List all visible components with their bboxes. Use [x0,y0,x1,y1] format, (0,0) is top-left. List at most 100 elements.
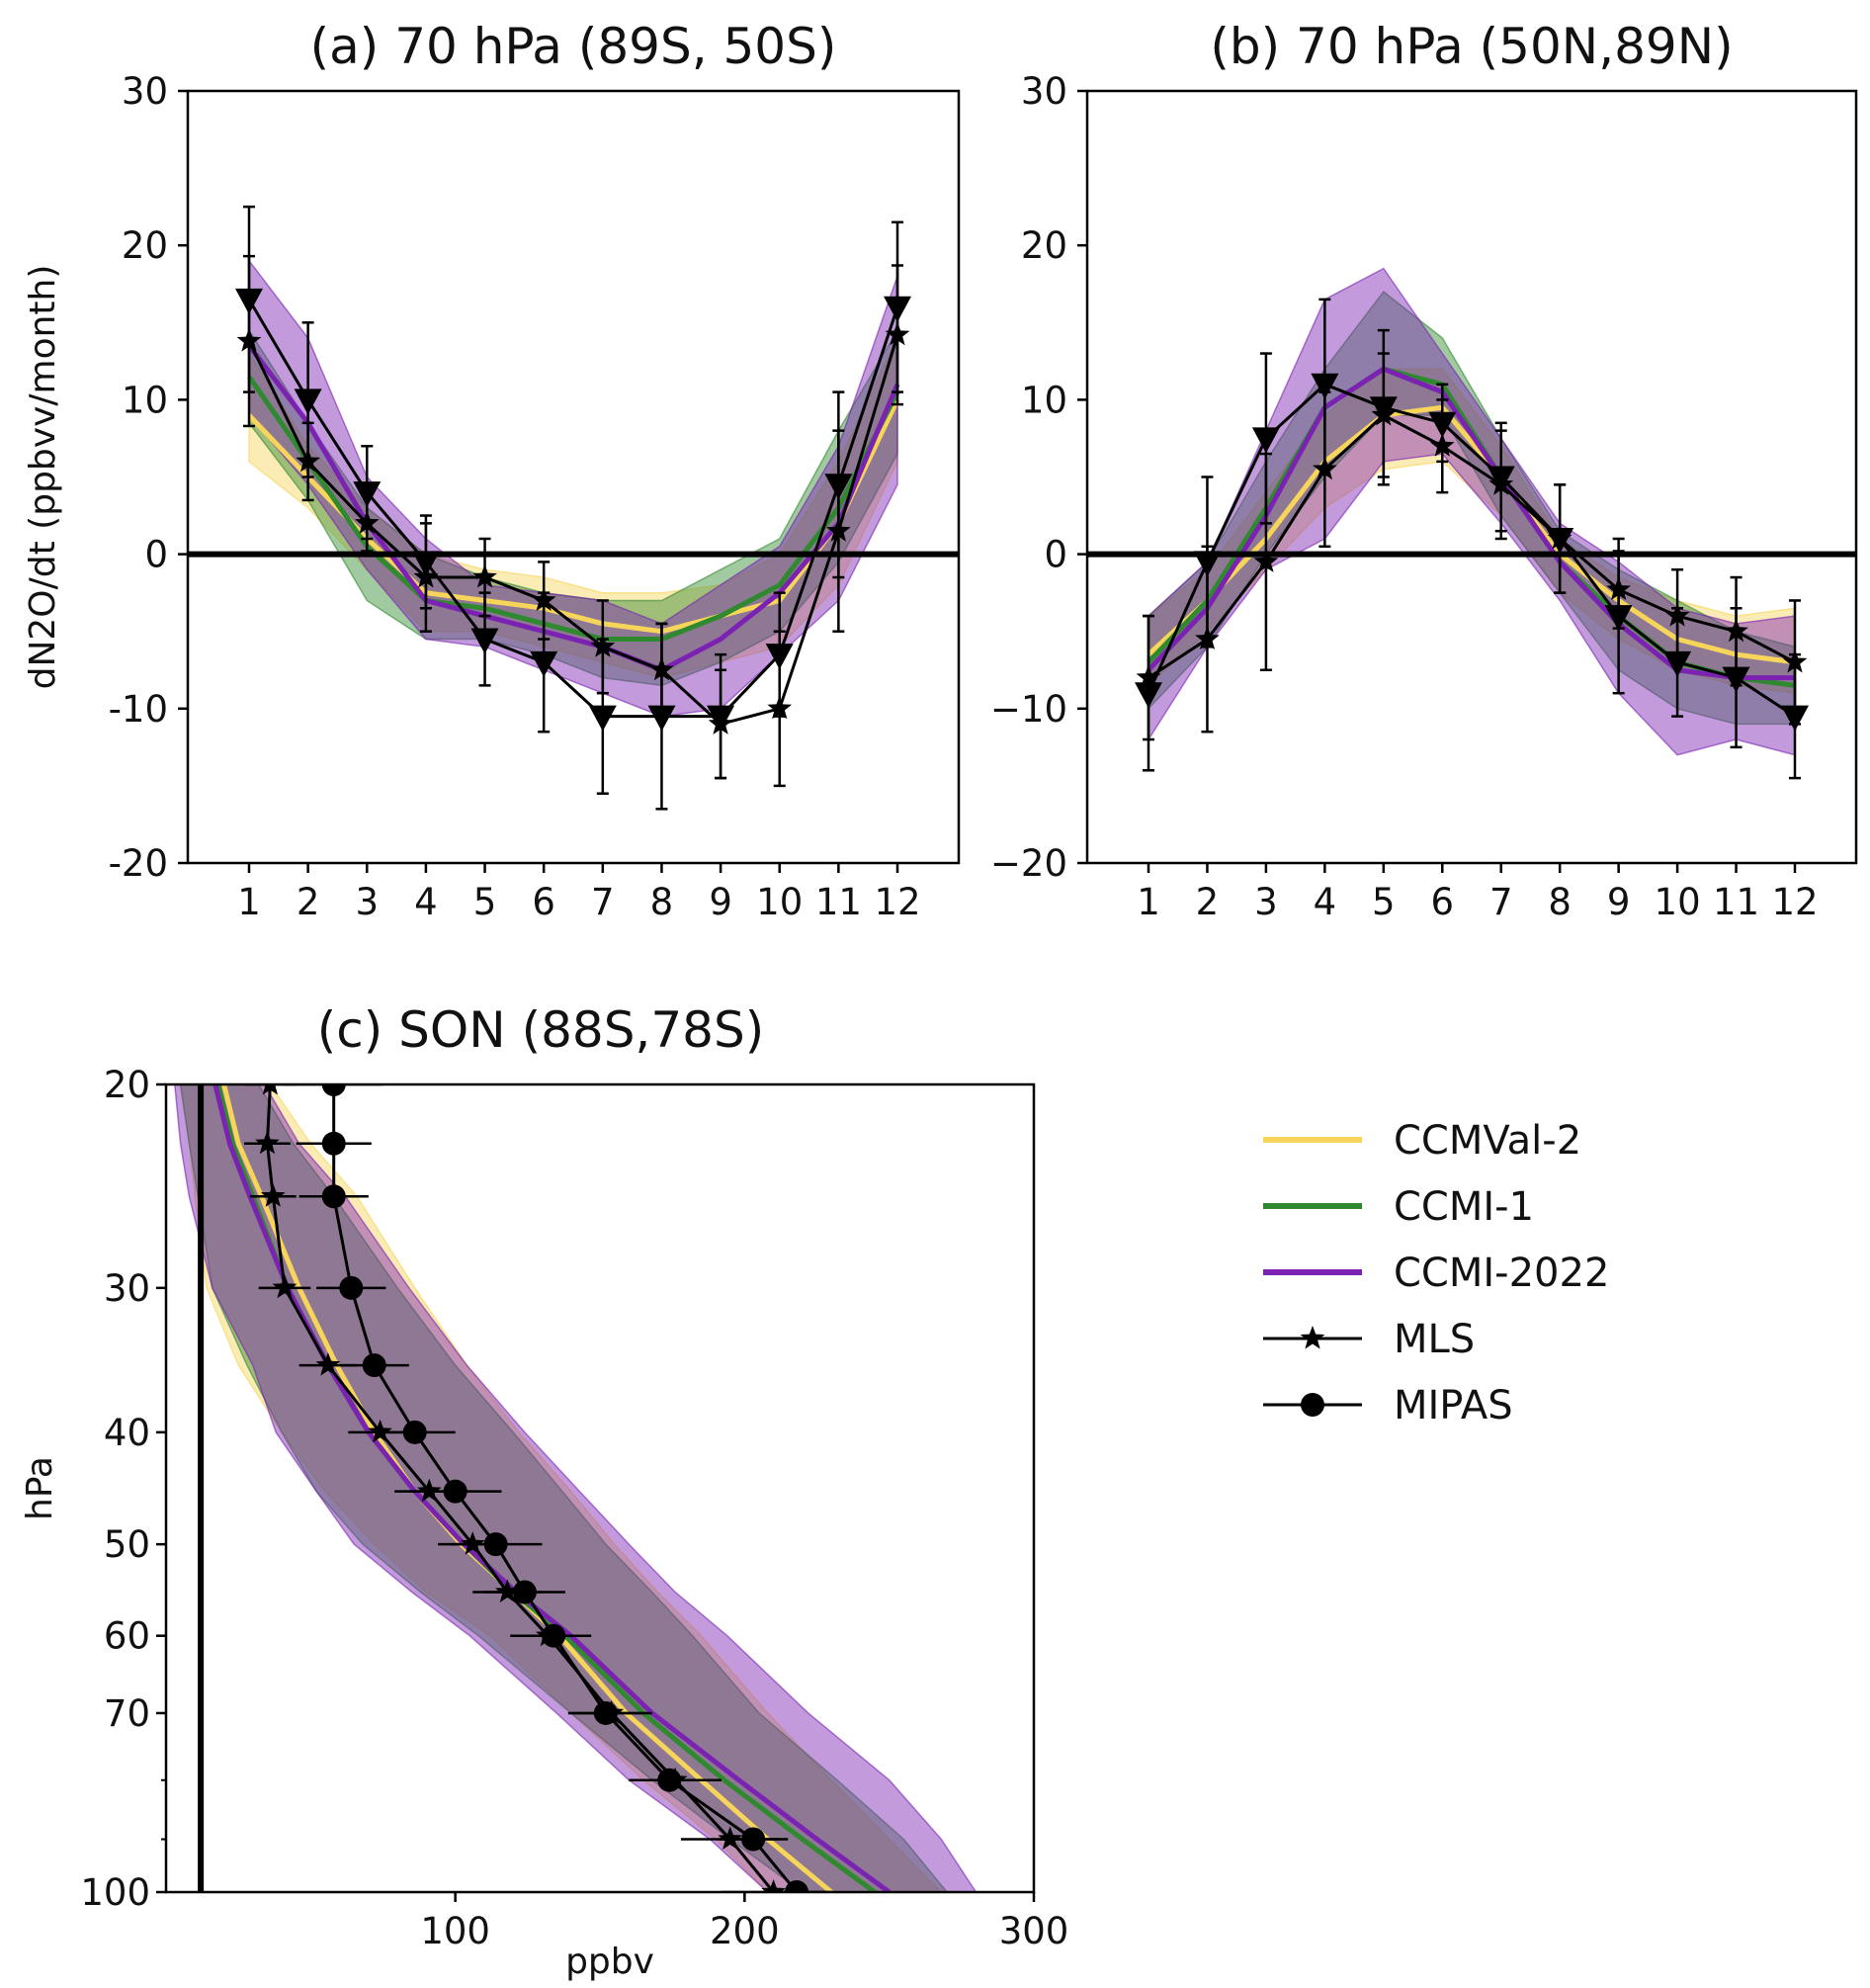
legend-item-ccmi-2022: CCMI-2022 [1263,1251,1609,1296]
marker-mipas [1546,528,1574,554]
marker-mipas [785,1880,809,1892]
x-tick-label: 11 [815,881,862,923]
marker-mls [272,1274,298,1299]
legend-label: MIPAS [1394,1383,1513,1428]
obs-line-mls [265,1084,775,1892]
marker-mipas [411,551,440,577]
marker-mipas [707,705,735,732]
x-tick-label: 8 [650,881,674,923]
marker-mipas [741,1827,766,1852]
marker-mls [718,1826,743,1850]
x-tick-label: 11 [1713,881,1759,923]
legend-marker [1300,1326,1325,1349]
x-tick-label: 7 [1489,881,1513,923]
mean-line-ccmi-2022 [1147,366,1795,681]
y-tick-label: 10 [1021,379,1067,421]
y-tick-label: 20 [1021,224,1067,267]
y-tick-label: 60 [104,1615,150,1658]
x-tick-label: 6 [532,881,555,923]
legend-item-ccmval-2: CCMVal-2 [1263,1118,1581,1164]
x-tick-label: 12 [874,881,920,923]
x-tick-label: 7 [591,881,615,923]
legend-label: CCMI-2022 [1394,1251,1609,1296]
x-axis-label: ppbv [565,1942,654,1982]
marker-mipas [362,1353,386,1378]
legend-label: CCMI-1 [1394,1184,1534,1230]
y-tick-label: −10 [990,688,1067,731]
marker-mipas [884,296,911,322]
band-ccmi-1 [179,1084,949,1892]
marker-mipas [647,705,676,732]
y-tick-label: -20 [109,842,168,885]
mean-line-ccmi-2022 [247,344,900,673]
x-tick-label: 6 [1430,881,1454,923]
obs-line-mls [247,334,899,727]
marker-mls [315,1352,341,1376]
marker-mipas [588,705,617,732]
marker-mipas [593,1700,618,1725]
x-tick-label: 300 [999,1910,1069,1952]
marker-mipas [353,481,382,508]
mean-line-ccmval-2 [1147,404,1796,665]
plot-frame [1085,89,1858,865]
x-tick-label: 10 [1655,881,1701,923]
legend-item-mipas: MIPAS [1263,1383,1513,1428]
panel-title: (a) 70 hPa (89S, 50S) [310,18,837,75]
y-tick-label: -10 [109,688,168,731]
marker-mls [255,1130,280,1155]
marker-mls [472,564,497,588]
x-tick-label: 9 [1607,881,1631,923]
x-tick-label: 1 [237,881,261,923]
obs-line-mipas [332,1084,799,1892]
x-tick-label: 3 [355,881,379,923]
y-tick-label: 30 [122,70,168,113]
x-tick-label: 200 [710,1910,780,1952]
marker-mipas [1428,411,1457,438]
band-ccmi-2022 [174,1084,978,1892]
x-tick-label: 1 [1137,881,1160,923]
x-tick-label: 4 [414,881,438,923]
x-tick-label: 2 [1196,881,1220,923]
y-tick-label: 30 [1021,70,1067,113]
marker-mipas [824,474,853,500]
x-tick-label: 10 [756,881,803,923]
marker-mipas [294,389,322,415]
y-tick-label: 0 [144,534,168,576]
marker-mipas [1487,466,1515,492]
y-tick-label: −20 [990,842,1067,885]
legend-label: CCMVal-2 [1394,1118,1581,1164]
marker-mipas [542,1623,566,1648]
y-tick-label: 0 [1044,534,1067,576]
marker-mipas [443,1479,468,1504]
marker-mipas [1781,705,1809,732]
obs-line-mipas [1147,383,1796,718]
marker-mipas [1369,396,1398,423]
y-tick-label: 50 [104,1523,150,1566]
marker-mipas [1722,666,1750,693]
y-tick-label: 40 [104,1412,150,1454]
marker-mipas [512,1580,537,1604]
marker-mls [262,1084,278,1095]
x-tick-label: 100 [420,1910,490,1952]
legend-item-mls: MLS [1263,1317,1475,1362]
x-tick-label: 3 [1254,881,1278,923]
y-axis-label: dN2O/dt (ppbvv/month) [23,265,63,690]
mean-line-ccmi-2022 [212,1084,892,1892]
legend-marker [1301,1393,1324,1417]
marker-mipas [402,1420,427,1444]
y-axis-label: hPa [20,1456,60,1520]
marker-mipas [470,628,499,654]
x-tick-label: 8 [1548,881,1572,923]
panel-c: (c) SON (88S,78S) 20 30 40 50 60 70 100 100 200 30… [20,1001,1068,1982]
marker-mls [761,1879,786,1892]
band-ccmi-2022 [1148,267,1796,756]
band-ccmval-2 [179,1084,943,1892]
x-tick-label: 2 [297,881,320,923]
panel-title: (b) 70 hPa (50N,89N) [1210,18,1733,75]
marker-mls [260,1183,286,1207]
x-tick-label: 5 [1372,881,1396,923]
marker-mipas [657,1768,682,1792]
marker-mipas [765,644,794,670]
y-tick-label: 20 [104,1064,150,1106]
